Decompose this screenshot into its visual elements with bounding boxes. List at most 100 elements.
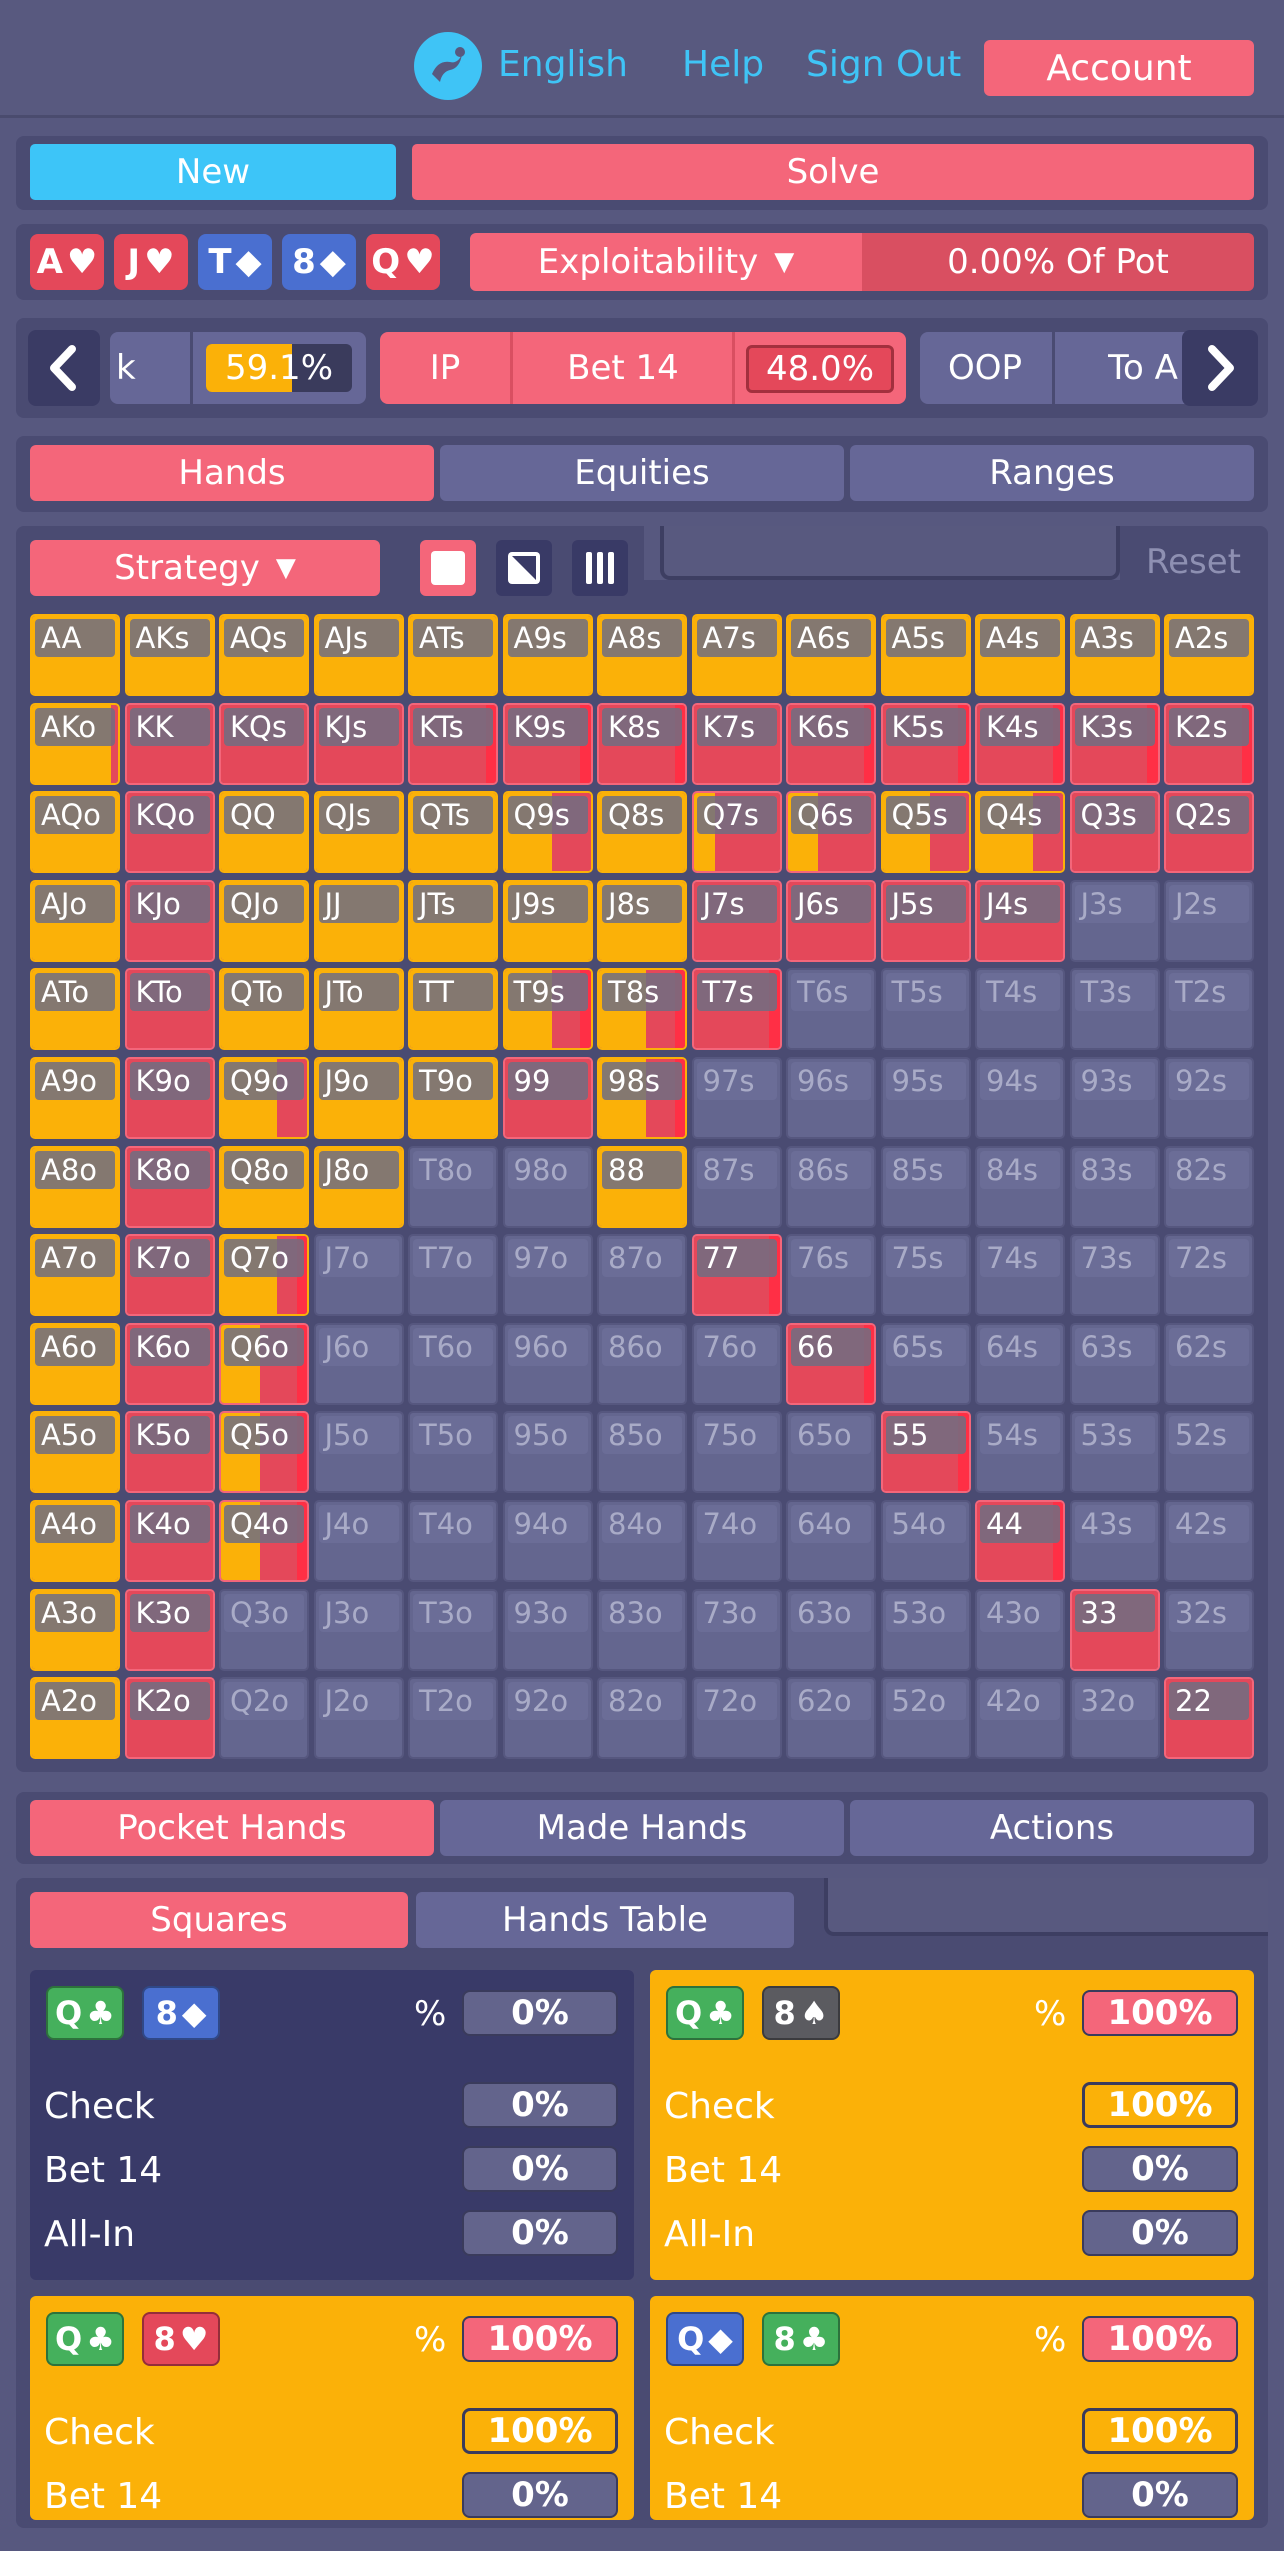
hand-cell[interactable]: KQs [219,702,309,785]
hand-cell[interactable]: A7s [691,614,782,696]
next-node-chip[interactable] [920,332,1190,404]
hand-cell[interactable]: Q7o [219,1234,309,1317]
tab-made-hands[interactable]: Made Hands [440,1800,844,1856]
hand-cell[interactable]: A2o [30,1677,120,1760]
hand-cell[interactable]: 96s [786,1057,876,1139]
hand-cell[interactable]: KJo [124,879,215,962]
hand-cell[interactable]: 22 [1164,1677,1254,1760]
hand-cell[interactable]: 55 [880,1411,971,1494]
hand-cell[interactable]: A4o [30,1500,120,1582]
hand-cell[interactable]: J3o [313,1588,404,1671]
hand-cell[interactable]: K3s [1069,702,1160,785]
hand-cell[interactable]: T2o [408,1677,498,1760]
board-card[interactable]: J ♥ [114,234,188,290]
hand-square[interactable]: Q ♣ 8 ♥% 100% Check 100% Bet 14 0% [30,2296,634,2520]
help-link[interactable]: Help [682,44,765,85]
hand-cell[interactable]: 62s [1164,1322,1254,1405]
hand-cell[interactable]: 73s [1069,1234,1160,1317]
hand-cell[interactable]: 65s [880,1322,971,1405]
hand-cell[interactable]: AQo [30,791,120,874]
hand-cell[interactable]: T6o [408,1322,498,1405]
hand-cell[interactable]: AJs [313,614,404,696]
hand-cell[interactable]: 33 [1069,1588,1160,1671]
tab-ranges[interactable]: Ranges [850,445,1254,501]
hand-cell[interactable]: T2s [1164,968,1254,1051]
tab-squares[interactable]: Squares [30,1892,408,1948]
new-button[interactable]: New [30,144,396,200]
hand-cell[interactable]: Q3s [1069,791,1160,874]
hand-cell[interactable]: T5o [408,1411,498,1494]
hand-cell[interactable]: T7o [408,1234,498,1317]
hand-cell[interactable]: 66 [786,1322,876,1405]
hand-cell[interactable]: K7s [691,702,782,785]
hand-cell[interactable]: T8o [408,1145,498,1228]
strategy-dropdown[interactable]: Strategy ▼ [30,540,380,596]
hand-cell[interactable]: 98o [502,1145,593,1228]
hand-cell[interactable]: K9s [502,702,593,785]
hand-cell[interactable]: T7s [691,968,782,1051]
hand-square[interactable]: Q ◆ 8 ♣% 100% Check 100% Bet 14 0% [650,2296,1254,2520]
hand-cell[interactable]: KJs [313,702,404,785]
board-card[interactable]: 8 ◆ [282,234,356,290]
hand-cell[interactable]: 43s [1069,1500,1160,1582]
hand-cell[interactable]: KQo [124,791,215,874]
hand-cell[interactable]: TT [408,968,498,1051]
hand-cell[interactable]: 83o [597,1588,687,1671]
hand-square[interactable]: Q ♣ 8 ◆% 0% Check 0% Bet 14 0% All-In 0% [30,1970,634,2280]
hand-square[interactable]: Q ♣ 8 ♠% 100% Check 100% Bet 14 0% All-In 0% [650,1970,1254,2280]
hand-cell[interactable]: T4o [408,1500,498,1582]
hand-cell[interactable]: 54o [880,1500,971,1582]
hand-cell[interactable]: 85o [597,1411,687,1494]
hand-cell[interactable]: 73o [691,1588,782,1671]
next-node-button[interactable] [1182,330,1258,406]
hand-cell[interactable]: Q9s [502,791,593,874]
hand-cell[interactable]: Q9o [219,1057,309,1139]
hand-cell[interactable]: 64o [786,1500,876,1582]
hand-cell[interactable]: Q3o [219,1588,309,1671]
hand-cell[interactable]: A3s [1069,614,1160,696]
hand-cell[interactable]: 76o [691,1322,782,1405]
hand-cell[interactable]: 74o [691,1500,782,1582]
hand-cell[interactable]: 94o [502,1500,593,1582]
hand-cell[interactable]: JJ [313,879,404,962]
hand-cell[interactable]: A5s [880,614,971,696]
hand-cell[interactable]: J9o [313,1057,404,1139]
hand-cell[interactable]: 62o [786,1677,876,1760]
hand-cell[interactable]: T9s [502,968,593,1051]
globe-icon[interactable] [414,32,482,100]
hand-cell[interactable]: 53o [880,1588,971,1671]
hand-cell[interactable]: 85s [880,1145,971,1228]
tab-pocket-hands[interactable]: Pocket Hands [30,1800,434,1856]
hand-cell[interactable]: AKo [30,702,120,785]
hand-cell[interactable]: 32s [1164,1588,1254,1671]
hand-cell[interactable]: K6o [124,1322,215,1405]
tab-actions[interactable]: Actions [850,1800,1254,1856]
hand-cell[interactable]: ATo [30,968,120,1051]
hand-cell[interactable]: A6s [786,614,876,696]
hand-cell[interactable]: Q2s [1164,791,1254,874]
hand-cell[interactable]: QJs [313,791,404,874]
hand-cell[interactable]: 99 [502,1057,593,1139]
hand-cell[interactable]: 87o [597,1234,687,1317]
hand-cell[interactable]: 92s [1164,1057,1254,1139]
hand-cell[interactable]: 72s [1164,1234,1254,1317]
hand-cell[interactable]: K2s [1164,702,1254,785]
hand-cell[interactable]: 64s [975,1322,1065,1405]
hand-cell[interactable]: K5o [124,1411,215,1494]
hand-cell[interactable]: KTo [124,968,215,1051]
hand-cell[interactable]: 77 [691,1234,782,1317]
hand-cell[interactable]: AA [30,614,120,696]
hand-cell[interactable]: K2o [124,1677,215,1760]
solve-button[interactable]: Solve [412,144,1254,200]
hand-cell[interactable]: A9o [30,1057,120,1139]
hand-cell[interactable]: K4s [975,702,1065,785]
hand-cell[interactable]: 54s [975,1411,1065,1494]
hand-cell[interactable]: K3o [124,1588,215,1671]
hand-cell[interactable]: J5s [880,879,971,962]
account-button[interactable]: Account [984,40,1254,96]
hand-cell[interactable]: Q8s [597,791,687,874]
hand-cell[interactable]: J9s [502,879,593,962]
hand-cell[interactable]: Q6o [219,1322,309,1405]
hand-cell[interactable]: 76s [786,1234,876,1317]
hand-cell[interactable]: Q4s [975,791,1065,874]
